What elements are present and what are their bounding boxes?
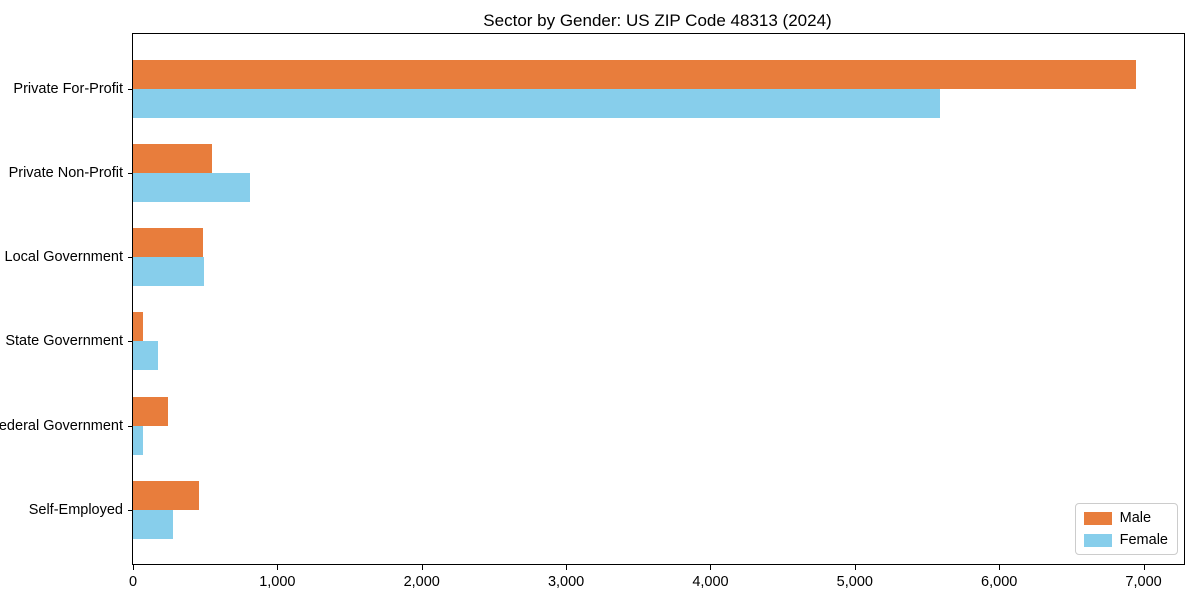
y-axis-label: Self-Employed [28,502,123,518]
legend-entry-male: Male [1083,510,1168,526]
x-tick-label: 1,000 [259,574,296,590]
x-tick-label: 5,000 [836,574,873,590]
x-tick-label: 7,000 [1125,574,1162,590]
legend: Male Female [1074,503,1178,555]
y-tick-mark [128,172,133,174]
bar-female [133,172,250,202]
legend-entry-female: Female [1083,532,1168,548]
y-axis-label: Private Non-Profit [8,164,123,181]
y-tick-mark [128,425,133,427]
y-axis-label: Private For-Profit [13,80,123,97]
x-tick-mark [133,565,134,570]
y-tick-mark [128,510,133,511]
chart-title: Sector by Gender: US ZIP Code 48313 (202… [483,11,832,30]
x-tick-label: 2,000 [403,574,440,590]
bar-male [133,481,200,510]
x-tick-label: 4,000 [692,574,729,590]
x-tick-label: 0 [128,574,138,590]
bar-male [133,396,168,426]
y-axis-label: Federal Government [0,417,123,434]
x-tick-mark [999,565,1001,570]
bar-female [133,510,174,539]
y-tick-mark [128,341,133,343]
x-tick-label: 3,000 [547,574,585,590]
bar-male [133,143,212,173]
bar-female [133,88,941,118]
x-tick-mark [421,565,423,570]
bar-male [133,312,144,342]
bar-female [133,341,159,371]
x-tick-label: 6,000 [981,574,1018,590]
y-axis-label: Local Government [4,249,123,266]
legend-label: Male [1119,510,1152,526]
x-tick-mark [1143,565,1145,570]
bar-female [133,257,204,287]
y-tick-mark [128,88,133,90]
bar-male [133,228,204,258]
x-tick-mark [710,565,712,570]
y-tick-mark [128,257,133,259]
x-tick-mark [566,565,568,570]
x-tick-mark [854,565,856,570]
legend-label: Female [1119,532,1168,548]
x-tick-mark [277,565,279,570]
legend-swatch-female [1083,533,1112,547]
legend-swatch-male [1083,511,1112,525]
plot-area: Private For-Profit Private Non-Profit Loca… [0,33,1185,590]
bar-female [133,425,144,455]
y-axis-label: State Government [5,333,123,350]
bar-male [133,59,1137,89]
